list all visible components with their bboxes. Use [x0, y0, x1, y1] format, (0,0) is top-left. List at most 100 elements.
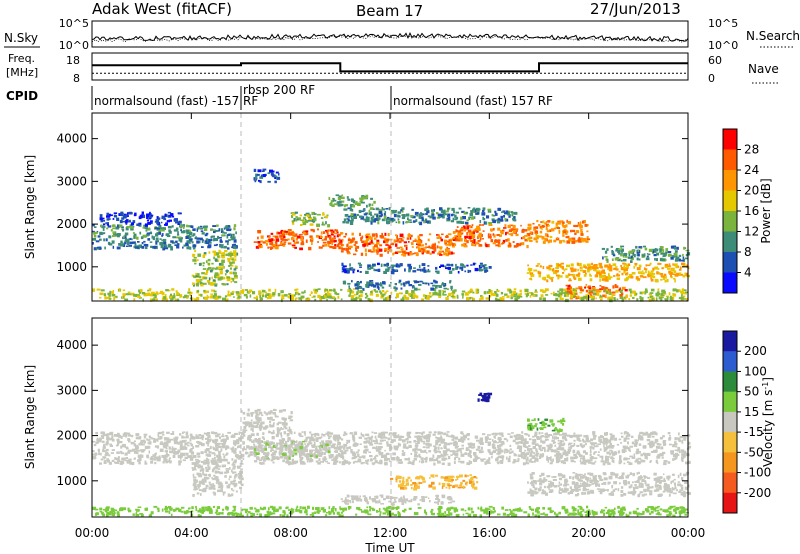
heatmap-cell	[384, 449, 386, 452]
heatmap-cell	[611, 252, 615, 255]
heatmap-cell	[654, 438, 659, 443]
heatmap-cell	[485, 441, 487, 443]
heatmap-cell	[357, 289, 359, 293]
heatmap-cell	[229, 271, 233, 275]
heatmap-cell	[687, 267, 690, 270]
heatmap-cell	[302, 462, 306, 465]
heatmap-cell	[117, 456, 120, 459]
heatmap-cell	[482, 433, 486, 436]
heatmap-cell	[628, 288, 632, 292]
heatmap-cell	[240, 454, 244, 456]
heatmap-cell	[128, 458, 132, 461]
heatmap-cell	[519, 289, 522, 293]
heatmap-cell	[164, 244, 166, 247]
heatmap-cell	[455, 266, 458, 270]
heatmap-cell	[602, 271, 605, 274]
heatmap-cell	[630, 255, 633, 259]
heatmap-cell	[364, 448, 369, 452]
heatmap-cell	[440, 264, 444, 267]
heatmap-cell	[578, 277, 582, 281]
heatmap-cell	[648, 253, 651, 256]
heatmap-cell	[488, 457, 491, 461]
heatmap-cell	[488, 450, 490, 454]
heatmap-cell	[225, 468, 230, 470]
heatmap-cell	[407, 462, 412, 465]
heatmap-cell	[579, 237, 584, 241]
heatmap-cell	[537, 263, 541, 265]
heatmap-cell	[198, 279, 201, 282]
heatmap-cell	[614, 437, 617, 441]
heatmap-cell	[204, 449, 208, 452]
heatmap-cell	[280, 240, 283, 243]
heatmap-cell	[180, 294, 183, 297]
heatmap-cell	[227, 461, 230, 465]
heatmap-cell	[161, 297, 165, 302]
noise-search-label: N.Search	[746, 29, 800, 43]
heatmap-cell	[333, 235, 336, 238]
heatmap-cell	[333, 437, 337, 441]
heatmap-cell	[345, 233, 348, 236]
heatmap-cell	[347, 252, 351, 255]
heatmap-cell	[125, 293, 129, 296]
heatmap-cell	[337, 242, 342, 245]
heatmap-cell	[408, 431, 412, 434]
heatmap-cell	[396, 264, 400, 268]
heatmap-cell	[407, 436, 412, 439]
heatmap-cell	[597, 451, 600, 453]
heatmap-cell	[146, 216, 149, 219]
heatmap-cell	[448, 243, 452, 246]
heatmap-cell	[216, 259, 220, 262]
heatmap-cell	[633, 291, 636, 295]
heatmap-cell	[367, 233, 371, 236]
heatmap-cell	[359, 271, 362, 273]
heatmap-cell	[529, 295, 532, 298]
heatmap-cell	[144, 445, 149, 450]
heatmap-cell	[161, 229, 165, 232]
heatmap-cell	[490, 293, 493, 295]
heatmap-cell	[350, 449, 353, 452]
heatmap-cell	[464, 292, 469, 296]
heatmap-cell	[336, 231, 339, 234]
heatmap-cell	[555, 267, 559, 269]
heatmap-cell	[487, 208, 492, 211]
heatmap-cell	[579, 287, 583, 290]
heatmap-cell	[620, 265, 623, 267]
heatmap-cell	[327, 229, 331, 232]
heatmap-cell	[254, 177, 257, 181]
heatmap-cell	[287, 437, 291, 441]
heatmap-cell	[343, 443, 348, 447]
heatmap-cell	[439, 254, 443, 256]
heatmap-cell	[402, 221, 405, 225]
heatmap-cell	[362, 209, 365, 212]
heatmap-cell	[300, 298, 302, 302]
heatmap-cell	[524, 288, 529, 293]
heatmap-cell	[359, 232, 361, 237]
heatmap-cell	[469, 289, 472, 293]
heatmap-cell	[191, 235, 195, 237]
heatmap-cell	[661, 456, 664, 459]
heatmap-cell	[401, 209, 404, 213]
heatmap-cell	[429, 247, 433, 249]
heatmap-cell	[638, 443, 642, 446]
heatmap-cell	[466, 264, 469, 267]
heatmap-cell	[427, 215, 431, 218]
heatmap-cell	[348, 237, 351, 240]
heatmap-cell	[398, 281, 401, 284]
heatmap-cell	[105, 222, 109, 224]
heatmap-cell	[454, 214, 457, 218]
heatmap-cell	[314, 434, 317, 438]
heatmap-cell	[539, 453, 542, 457]
heatmap-cell	[497, 290, 500, 293]
heatmap-cell	[304, 443, 306, 445]
heatmap-cell	[313, 288, 316, 292]
heatmap-cell	[553, 441, 557, 444]
heatmap-cell	[136, 294, 140, 297]
heatmap-cell	[225, 454, 228, 456]
heatmap-cell	[329, 202, 333, 206]
heatmap-cell	[491, 214, 494, 217]
heatmap-cell	[599, 295, 603, 298]
heatmap-cell	[231, 434, 236, 438]
heatmap-cell	[397, 211, 402, 214]
heatmap-cell	[431, 209, 435, 212]
heatmap-cell	[563, 442, 566, 446]
